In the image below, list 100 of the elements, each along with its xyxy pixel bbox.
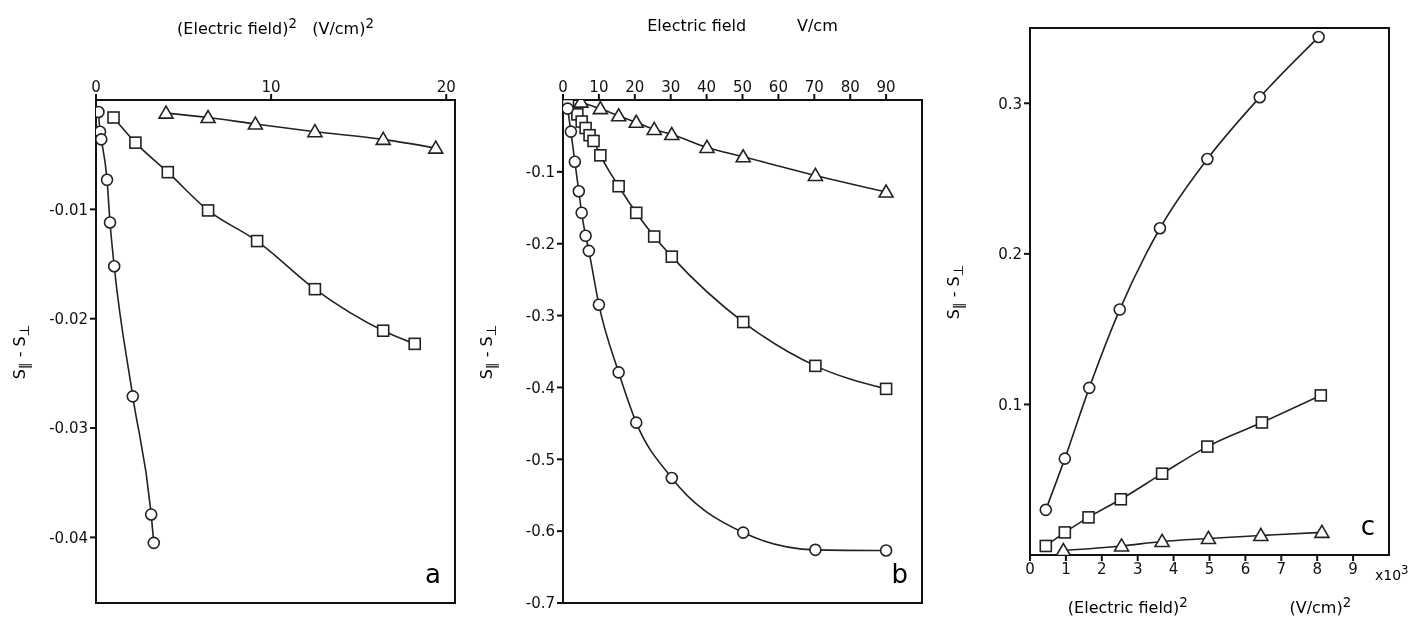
y-tick-label: -0.01 — [49, 200, 88, 219]
y-tick-label: -0.3 — [525, 306, 555, 325]
point — [201, 204, 215, 217]
x-tick-label: 30 — [661, 78, 681, 96]
x-tick-label: 0 — [1025, 559, 1035, 578]
x-tick-label: 60 — [768, 78, 788, 96]
text: (Electric field)$^{2}$ (V/cm)$^{2}$ — [1067, 595, 1352, 618]
point — [807, 167, 824, 182]
point — [628, 114, 645, 129]
x-tick-label: 20 — [625, 78, 645, 96]
point — [568, 155, 582, 169]
y-tick-label: 0.2 — [998, 245, 1022, 264]
point — [158, 105, 174, 119]
point — [308, 282, 322, 296]
point — [100, 173, 114, 187]
point — [103, 216, 117, 229]
point — [107, 111, 120, 124]
point — [427, 140, 444, 154]
x-tick-label: 2 — [1097, 559, 1107, 578]
x-tick-label: 7 — [1276, 559, 1287, 578]
y-tick-label: -0.7 — [525, 594, 555, 613]
annotation: a — [425, 559, 441, 589]
point — [1082, 381, 1096, 395]
point — [592, 100, 609, 115]
point — [665, 250, 679, 263]
x-tick-label: 1 — [1061, 559, 1071, 578]
point — [147, 536, 161, 550]
point — [564, 125, 578, 138]
point — [629, 206, 643, 220]
point — [809, 543, 822, 557]
point — [200, 109, 216, 124]
point — [1201, 440, 1214, 453]
point — [1113, 303, 1127, 316]
point — [582, 244, 596, 258]
point — [575, 206, 588, 220]
x-tick-label: 80 — [840, 78, 860, 96]
x-tick-label: 50 — [732, 78, 753, 96]
point — [1314, 524, 1330, 539]
point — [1055, 542, 1072, 555]
point — [663, 126, 680, 141]
y-tick-label: -0.4 — [525, 378, 555, 397]
point — [612, 366, 625, 379]
x-tick-label: 5 — [1204, 559, 1215, 578]
y-tick-label: -0.1 — [525, 163, 555, 182]
point — [736, 315, 750, 329]
annotation: c — [1360, 511, 1375, 541]
point — [612, 179, 625, 193]
x-tick-label: 8 — [1312, 559, 1322, 578]
point — [250, 234, 264, 248]
point — [735, 148, 752, 163]
point — [646, 121, 662, 136]
x-tick-label: 90 — [876, 78, 896, 96]
point — [1058, 452, 1072, 465]
y-tick-label: -0.02 — [49, 310, 88, 329]
x-tick-label: 20 — [436, 78, 456, 96]
point — [592, 298, 606, 312]
x-tick-label: 4 — [1168, 559, 1179, 578]
point — [1314, 389, 1328, 402]
y-tick-label: 0.1 — [998, 395, 1022, 414]
point — [1114, 492, 1128, 506]
point — [96, 133, 108, 146]
point — [1253, 90, 1267, 104]
x-axis-title: Electric field V/cm — [646, 16, 839, 35]
point — [1058, 526, 1072, 539]
x-tick-label: 3 — [1132, 559, 1143, 578]
point — [878, 184, 894, 198]
x-tick-label: 9 — [1348, 559, 1358, 578]
point — [879, 544, 893, 557]
x-tick-label: 10 — [589, 78, 609, 96]
x-tick-label: 10 — [261, 78, 281, 96]
point — [594, 149, 607, 162]
x-tick-label: 0 — [558, 78, 568, 96]
point — [629, 416, 643, 429]
point — [1154, 533, 1170, 548]
point — [572, 184, 586, 198]
point — [1255, 416, 1269, 429]
y-tick-label: -0.04 — [49, 528, 88, 547]
point — [665, 471, 679, 485]
point — [610, 108, 627, 122]
y-tick-label: -0.6 — [525, 522, 555, 541]
point — [307, 123, 323, 138]
point — [647, 230, 661, 243]
point — [587, 134, 600, 148]
point — [699, 139, 715, 154]
point — [1082, 511, 1095, 524]
point — [1253, 527, 1269, 542]
point — [809, 359, 822, 373]
point — [247, 116, 264, 130]
point — [408, 337, 422, 351]
x-axis-title: (Electric field)$^{2}$ (V/cm)$^{2}$ — [176, 16, 375, 39]
point — [579, 229, 592, 243]
point — [375, 131, 391, 146]
point — [161, 165, 175, 179]
annotation: b — [891, 559, 908, 589]
point — [129, 136, 142, 149]
point — [107, 259, 121, 273]
y-tick-label: 0.3 — [998, 94, 1022, 113]
point — [1039, 539, 1053, 553]
point — [1155, 467, 1169, 480]
point — [1153, 221, 1167, 235]
